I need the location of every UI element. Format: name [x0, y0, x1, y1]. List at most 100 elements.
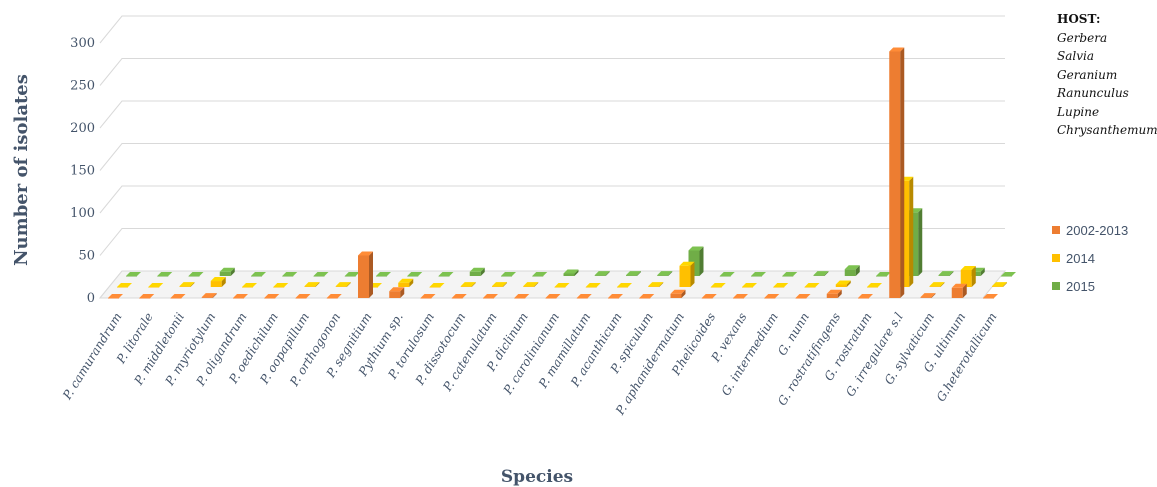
bar — [920, 293, 936, 298]
legend-item-2014: 2014 — [1052, 244, 1128, 272]
host-item-ranunculus: Ranunculus — [1057, 86, 1129, 100]
bar-front — [804, 287, 816, 288]
bar — [608, 294, 623, 299]
bar-front — [242, 287, 253, 288]
y-tick-label: 50 — [78, 249, 95, 264]
bar-top — [804, 283, 820, 287]
bar-top — [701, 294, 717, 298]
bar — [210, 277, 226, 287]
bar-front — [826, 293, 838, 298]
bar-front — [126, 276, 137, 277]
bar-top — [951, 283, 967, 288]
y-axis-title: Number of isolates — [11, 74, 32, 266]
bar-top — [992, 282, 1007, 287]
bar-top — [188, 272, 204, 276]
bar — [344, 272, 360, 277]
bar — [719, 272, 735, 277]
bar-side — [503, 282, 507, 287]
bar-front — [992, 286, 1003, 287]
bar-top — [376, 272, 391, 276]
bar — [929, 282, 945, 287]
bar-front — [210, 281, 222, 287]
bar-top — [170, 294, 186, 298]
bar — [826, 289, 842, 298]
legend-label-2002-2013: 2002-2013 — [1066, 222, 1129, 238]
bar — [460, 282, 476, 287]
bar — [804, 283, 820, 288]
bar-side — [1003, 282, 1007, 287]
bar-side — [690, 261, 695, 287]
bar-top — [639, 294, 655, 298]
bar — [858, 294, 873, 299]
bar — [648, 282, 664, 287]
bar-side — [369, 251, 373, 298]
bar-front — [648, 286, 660, 287]
bar-front — [782, 276, 794, 277]
x-tick-label: G. intermedium — [719, 310, 781, 398]
bar-top — [335, 282, 351, 287]
bar-top — [719, 272, 735, 276]
bar — [992, 282, 1007, 287]
bar-front — [594, 275, 606, 276]
bar-top — [273, 283, 289, 287]
bar — [188, 272, 204, 277]
bar — [782, 272, 798, 277]
bar-top — [139, 294, 155, 298]
bar — [451, 294, 467, 299]
bar-front — [313, 276, 325, 277]
bar — [201, 293, 217, 298]
bar — [617, 283, 632, 288]
bar-top — [501, 272, 516, 276]
bar-top — [358, 251, 373, 256]
host-item-geranium: Geranium — [1057, 67, 1118, 82]
bar-front — [264, 298, 276, 299]
bar — [514, 294, 530, 299]
bar-front — [420, 298, 432, 299]
bar-top — [608, 294, 623, 298]
bar — [170, 294, 186, 299]
bar-front — [358, 255, 369, 298]
bar — [469, 267, 485, 276]
bar — [701, 294, 717, 299]
bar-front — [157, 276, 169, 277]
gridline — [99, 185, 1005, 214]
bar-top — [657, 271, 673, 276]
bar-top — [670, 289, 686, 294]
bar-front — [920, 297, 932, 298]
bar-front — [451, 298, 463, 299]
bar-front — [639, 298, 651, 299]
bar — [264, 294, 280, 299]
bar-top — [938, 271, 954, 276]
bar-front — [117, 287, 128, 288]
bar-top — [201, 293, 217, 298]
bar — [233, 294, 248, 299]
bar — [358, 251, 373, 298]
bar-top — [514, 294, 530, 298]
bar-side — [931, 293, 936, 298]
legend-item-2015: 2015 — [1052, 272, 1128, 300]
bar — [429, 283, 445, 288]
y-tick-label: 200 — [70, 121, 95, 136]
bar-top — [960, 266, 976, 270]
bar-top — [773, 283, 789, 287]
host-item-gerbera: Gerbera — [1057, 30, 1108, 45]
bar-front — [960, 270, 972, 287]
bar-front — [563, 273, 575, 276]
bar-top — [242, 283, 257, 287]
bar-front — [764, 298, 776, 299]
bar — [532, 272, 548, 277]
bar-side — [949, 271, 954, 276]
bar-front — [376, 276, 387, 277]
bar-front — [983, 298, 994, 299]
bar-top — [751, 272, 766, 276]
bar — [554, 283, 570, 288]
bar — [742, 283, 757, 288]
bar — [889, 47, 905, 298]
bar-top — [920, 293, 936, 298]
bar-top — [688, 246, 704, 251]
bar-side — [221, 277, 226, 287]
bar-top — [826, 289, 842, 294]
bar-side — [918, 208, 923, 276]
bar — [813, 271, 829, 276]
